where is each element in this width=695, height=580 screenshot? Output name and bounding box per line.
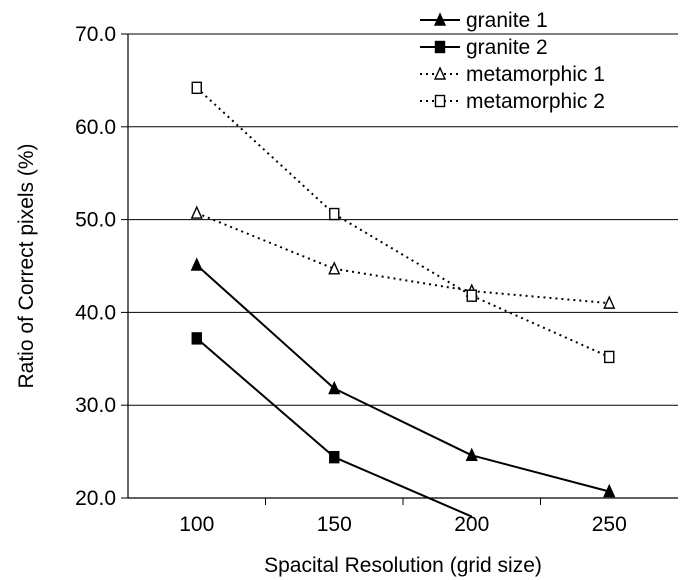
- data-point: [190, 205, 203, 219]
- legend-swatch-marker: [434, 40, 446, 54]
- series-segment: [471, 290, 610, 305]
- y-axis-title: Ratio of Correct pixels (%): [15, 143, 38, 388]
- data-point: [328, 380, 341, 395]
- data-point: [191, 81, 202, 95]
- data-point: [465, 447, 478, 462]
- y-tick-label: 50.0: [75, 209, 116, 232]
- series-segment: [333, 387, 473, 457]
- series-segment: [196, 264, 335, 390]
- y-tick-label: 20.0: [75, 487, 116, 510]
- data-point: [603, 295, 616, 309]
- y-tick-label: 40.0: [75, 301, 116, 324]
- legend-entry: granite 2: [420, 36, 548, 59]
- y-tick-label: 30.0: [75, 394, 116, 417]
- x-tick-label: 250: [592, 513, 627, 536]
- x-tick-label: 100: [179, 513, 214, 536]
- series-granite-2: [191, 332, 473, 518]
- y-tick-label: 60.0: [75, 116, 116, 139]
- x-tick-label: 150: [317, 513, 352, 536]
- series-segment: [471, 454, 610, 493]
- legend-swatch-marker: [433, 12, 447, 26]
- grid-lines: [128, 33, 678, 406]
- legend-entry: granite 1: [420, 9, 548, 32]
- x-axis-title: Spacital Resolution (grid size): [264, 554, 542, 577]
- series-granite-1: [190, 257, 616, 498]
- legend-swatch-marker: [434, 94, 446, 108]
- legend-label: granite 1: [466, 9, 548, 32]
- series-segment: [333, 456, 473, 518]
- data-point: [190, 257, 203, 271]
- legend-entry: metamorphic 2: [420, 90, 605, 113]
- data-point: [329, 207, 340, 221]
- legend-label: metamorphic 1: [466, 63, 605, 86]
- axes: 20.0 30.0 40.0 50.0 60.0 70.0 100 150 200 250: [75, 23, 678, 536]
- data-point: [328, 261, 341, 275]
- data-point: [329, 450, 340, 464]
- legend: granite 1 granite 2 metamorphic 1 metamorph…: [420, 9, 605, 113]
- series-metamorphic-1: [190, 205, 616, 309]
- data-point: [603, 483, 616, 498]
- legend-label: metamorphic 2: [466, 90, 605, 113]
- legend-label: granite 2: [466, 36, 548, 59]
- data-point: [191, 332, 202, 345]
- series-segment: [196, 337, 335, 458]
- y-tick-label: 70.0: [75, 23, 116, 46]
- series-metamorphic-2: [191, 81, 615, 364]
- legend-entry: metamorphic 1: [420, 63, 605, 86]
- legend-swatch-marker: [433, 66, 447, 80]
- data-point: [466, 289, 477, 302]
- data-point: [604, 350, 615, 364]
- series-segment: [471, 294, 610, 358]
- plot-series: [190, 81, 616, 518]
- series-segment: [333, 213, 473, 297]
- series-segment: [196, 87, 335, 215]
- series-segment: [334, 267, 472, 293]
- series-segment: [196, 212, 335, 270]
- x-tick-label: 200: [454, 513, 489, 536]
